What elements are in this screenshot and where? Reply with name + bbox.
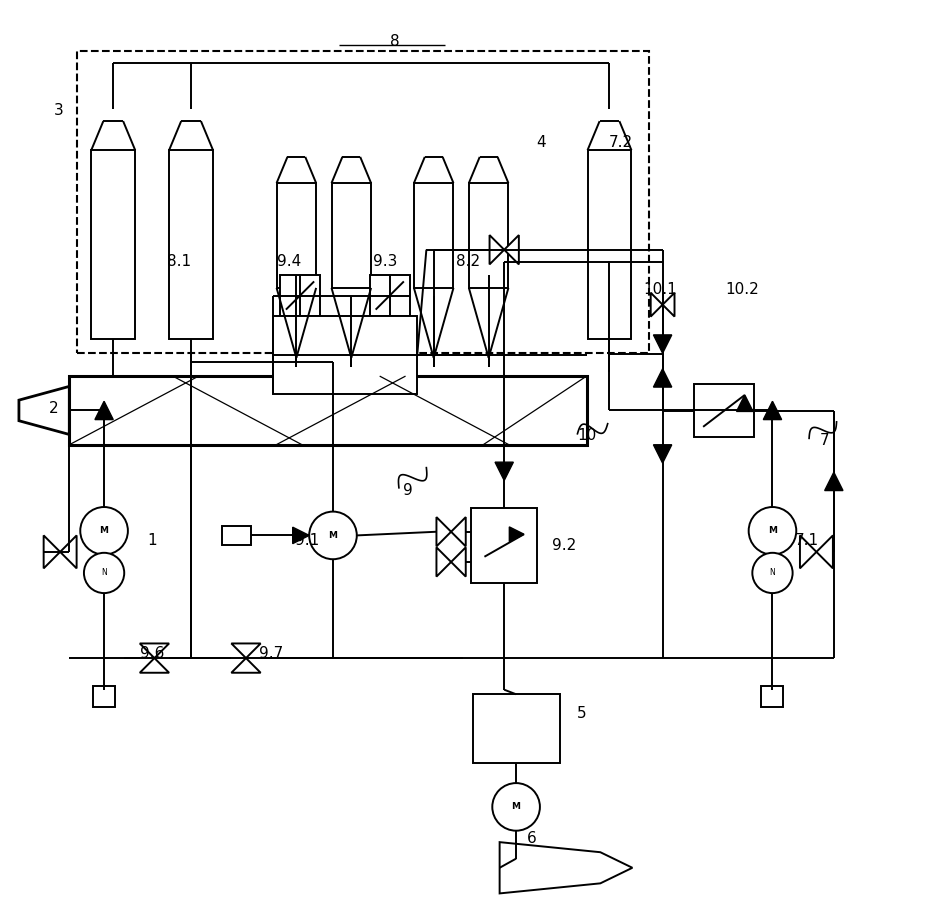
Bar [280, 275, 320, 315]
Polygon shape [436, 547, 451, 577]
Bar [272, 315, 418, 394]
Text: 6: 6 [527, 831, 536, 846]
Circle shape [493, 783, 540, 831]
Polygon shape [825, 472, 843, 491]
Text: 1: 1 [147, 534, 156, 548]
Bar [369, 275, 410, 315]
Text: 9.1: 9.1 [295, 534, 319, 548]
Polygon shape [451, 547, 466, 577]
Bar [277, 183, 316, 288]
Text: 8.1: 8.1 [167, 254, 192, 270]
Text: 9.3: 9.3 [373, 254, 397, 270]
Polygon shape [736, 395, 753, 412]
Bar [169, 150, 213, 339]
Polygon shape [232, 644, 260, 658]
Text: 7: 7 [820, 433, 830, 447]
Polygon shape [44, 536, 60, 569]
Text: 9.7: 9.7 [258, 646, 282, 661]
Text: 9.4: 9.4 [277, 254, 301, 270]
Text: 8: 8 [390, 35, 399, 50]
Text: N: N [101, 569, 107, 578]
Text: 10.2: 10.2 [725, 282, 759, 296]
Text: 2: 2 [49, 401, 58, 415]
Polygon shape [436, 517, 451, 547]
Text: 7.2: 7.2 [608, 135, 632, 150]
Bar [94, 687, 115, 707]
Polygon shape [500, 842, 632, 893]
Text: M: M [768, 526, 777, 536]
Circle shape [84, 553, 124, 593]
Bar [222, 526, 252, 545]
Circle shape [81, 507, 128, 555]
Polygon shape [451, 517, 466, 547]
Bar [472, 694, 559, 763]
Polygon shape [490, 235, 504, 264]
Text: 5: 5 [577, 705, 587, 721]
Bar [332, 183, 371, 288]
Text: M: M [511, 802, 520, 812]
Circle shape [748, 507, 796, 555]
Bar [694, 384, 754, 437]
Polygon shape [763, 402, 782, 420]
Text: M: M [100, 526, 108, 536]
Polygon shape [800, 536, 817, 569]
Text: 10: 10 [577, 428, 596, 443]
Text: 9: 9 [403, 483, 413, 498]
Polygon shape [663, 293, 674, 316]
Text: M: M [329, 531, 337, 540]
Text: 7.1: 7.1 [795, 534, 819, 548]
Bar [77, 51, 649, 353]
Polygon shape [504, 235, 519, 264]
Polygon shape [232, 658, 260, 673]
Text: 8.2: 8.2 [456, 254, 480, 270]
Circle shape [309, 512, 357, 559]
Circle shape [752, 553, 793, 593]
Polygon shape [651, 293, 663, 316]
Polygon shape [654, 369, 671, 387]
Bar [469, 183, 508, 288]
Bar [414, 183, 454, 288]
Text: 3: 3 [54, 103, 63, 118]
Polygon shape [140, 658, 169, 673]
Text: N: N [770, 569, 775, 578]
Polygon shape [19, 386, 69, 435]
Text: 9.2: 9.2 [552, 538, 576, 553]
Polygon shape [60, 536, 77, 569]
Bar [471, 508, 537, 583]
Text: 10.1: 10.1 [643, 282, 677, 296]
Text: 4: 4 [536, 135, 545, 150]
Bar [92, 150, 135, 339]
Polygon shape [654, 445, 671, 463]
Bar [761, 687, 783, 707]
Polygon shape [140, 644, 169, 658]
Polygon shape [293, 527, 309, 544]
Text: 9.6: 9.6 [140, 646, 164, 661]
Polygon shape [654, 335, 671, 353]
Bar [69, 376, 586, 445]
Polygon shape [509, 527, 524, 542]
Bar [587, 150, 632, 339]
Polygon shape [817, 536, 832, 569]
Polygon shape [495, 462, 513, 481]
Polygon shape [95, 402, 113, 420]
